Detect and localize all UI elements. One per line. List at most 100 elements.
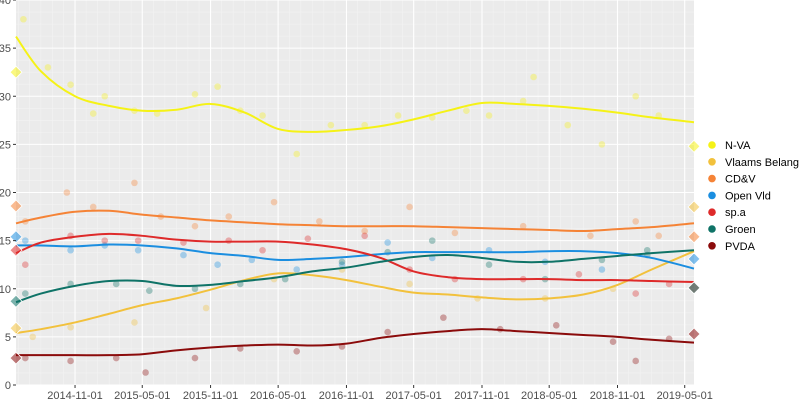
legend-key-n-va xyxy=(708,141,716,149)
y-axis: 0 5 10 15 20 25 30 35 40 xyxy=(0,0,16,392)
poll-point-sp-a xyxy=(134,237,142,244)
poll-point-n-va xyxy=(327,121,335,129)
poll-point-pvda xyxy=(293,348,301,355)
election-start-marker-cd-v xyxy=(9,199,23,213)
election-start-marker-n-va xyxy=(9,65,23,79)
poll-point-cd-v xyxy=(63,189,71,196)
poll-point-n-va xyxy=(519,97,527,105)
election-end-marker-vlaams-belang xyxy=(687,200,701,214)
poll-point-n-va xyxy=(463,107,470,114)
poll-point-open-vld xyxy=(338,261,346,268)
poll-point-sp-a xyxy=(21,261,29,268)
x-tick-label: 2017-05-01 xyxy=(386,390,442,400)
poll-point-n-va xyxy=(394,112,402,119)
poll-point-pvda xyxy=(142,369,149,376)
poll-point-pvda xyxy=(384,328,391,336)
legend-label-sp-a: sp.a xyxy=(725,207,747,219)
poll-point-sp-a xyxy=(225,237,233,244)
legend-key-sp-a xyxy=(708,208,716,216)
poll-point-vlaams-belang xyxy=(202,304,210,312)
poll-point-groen xyxy=(112,280,120,288)
poll-point-groen xyxy=(21,290,29,297)
poll-point-cd-v xyxy=(361,227,368,235)
poll-point-n-va xyxy=(259,112,266,119)
legend-key-vlaams-belang xyxy=(708,158,716,166)
legend: N-VA Vlaams Belang CD&V Open Vld sp.a Groen PV… xyxy=(708,140,799,253)
poll-point-pvda xyxy=(67,357,74,365)
major-gridlines xyxy=(16,0,694,386)
x-tick-label: 2018-05-01 xyxy=(521,390,577,400)
poll-point-open-vld xyxy=(214,261,221,268)
poll-point-cd-v xyxy=(131,179,138,187)
poll-point-cd-v xyxy=(587,232,594,240)
poll-point-sp-a xyxy=(101,237,109,244)
poll-point-cd-v xyxy=(225,213,233,220)
x-tick-label: 2016-05-01 xyxy=(250,390,306,400)
x-tick-label: 2015-05-01 xyxy=(114,390,170,400)
poll-point-vlaams-belang xyxy=(29,333,37,341)
trend-line-sp-a xyxy=(15,232,695,284)
poll-point-pvda xyxy=(609,338,617,345)
poll-point-sp-a xyxy=(575,271,583,278)
poll-point-sp-a xyxy=(632,290,640,297)
poll-point-open-vld xyxy=(293,266,301,273)
x-tick-label: 2018-11-01 xyxy=(590,390,645,400)
election-end-marker-cd-v xyxy=(687,230,701,244)
poll-point-sp-a xyxy=(259,246,266,254)
trend-line-cd-v xyxy=(15,209,695,233)
poll-point-open-vld xyxy=(384,239,391,246)
trend-line-groen xyxy=(15,249,695,304)
election-end-marker-n-va xyxy=(687,139,701,153)
poll-point-vlaams-belang xyxy=(131,319,138,326)
poll-point-open-vld xyxy=(180,251,187,259)
poll-point-sp-a xyxy=(361,232,368,240)
legend-key-cd-v xyxy=(708,174,716,183)
y-tick-label: 15 xyxy=(0,236,11,248)
poll-point-cd-v xyxy=(406,203,413,211)
poll-point-pvda xyxy=(191,354,199,362)
poll-point-pvda xyxy=(440,314,447,321)
poll-point-groen xyxy=(643,246,651,254)
poll-point-vlaams-belang xyxy=(67,323,74,331)
poll-point-n-va xyxy=(89,110,97,117)
x-tick-label: 2016-11-01 xyxy=(319,390,374,400)
trend-line-vlaams-belang xyxy=(15,250,695,335)
poll-point-n-va xyxy=(485,112,493,119)
poll-point-cd-v xyxy=(519,222,527,230)
trend-lines xyxy=(15,35,695,357)
y-tick-label: 35 xyxy=(0,43,11,55)
legend-label-cd-v: CD&V xyxy=(725,174,756,186)
poll-point-open-vld xyxy=(67,246,74,254)
poll-point-groen xyxy=(191,285,199,293)
poll-point-groen xyxy=(281,275,289,283)
legend-label-vlaams-belang: Vlaams Belang xyxy=(725,157,799,169)
poll-point-groen xyxy=(338,258,346,266)
poll-point-n-va xyxy=(598,141,606,148)
election-start-marker-groen xyxy=(9,294,23,308)
election-start-marker-open-vld xyxy=(9,230,23,244)
poll-point-open-vld xyxy=(21,237,29,244)
trend-line-n-va xyxy=(15,35,695,133)
poll-point-groen xyxy=(485,261,493,268)
poll-point-cd-v xyxy=(89,203,97,211)
legend-label-n-va: N-VA xyxy=(725,140,751,152)
x-axis: 2014-11-01 2015-05-01 2015-11-01 2016-05-01… xyxy=(47,385,713,400)
poll-point-cd-v xyxy=(655,232,663,240)
poll-point-n-va xyxy=(293,150,301,158)
poll-point-n-va xyxy=(632,92,640,100)
poll-point-pvda xyxy=(21,354,29,362)
legend-label-open-vld: Open Vld xyxy=(725,190,771,202)
poll-point-groen xyxy=(145,287,153,294)
poll-point-pvda xyxy=(552,322,560,329)
poll-point-cd-v xyxy=(191,222,199,230)
election-end-marker-groen xyxy=(687,281,701,295)
election-end-marker-pvda xyxy=(687,327,701,341)
poll-point-open-vld xyxy=(248,256,256,264)
legend-key-pvda xyxy=(708,242,716,250)
y-tick-label: 0 xyxy=(5,380,11,392)
election-start-marker-pvda xyxy=(9,351,23,365)
legend-label-pvda: PVDA xyxy=(725,241,756,253)
poll-point-n-va xyxy=(214,83,221,90)
poll-point-cd-v xyxy=(270,198,278,206)
